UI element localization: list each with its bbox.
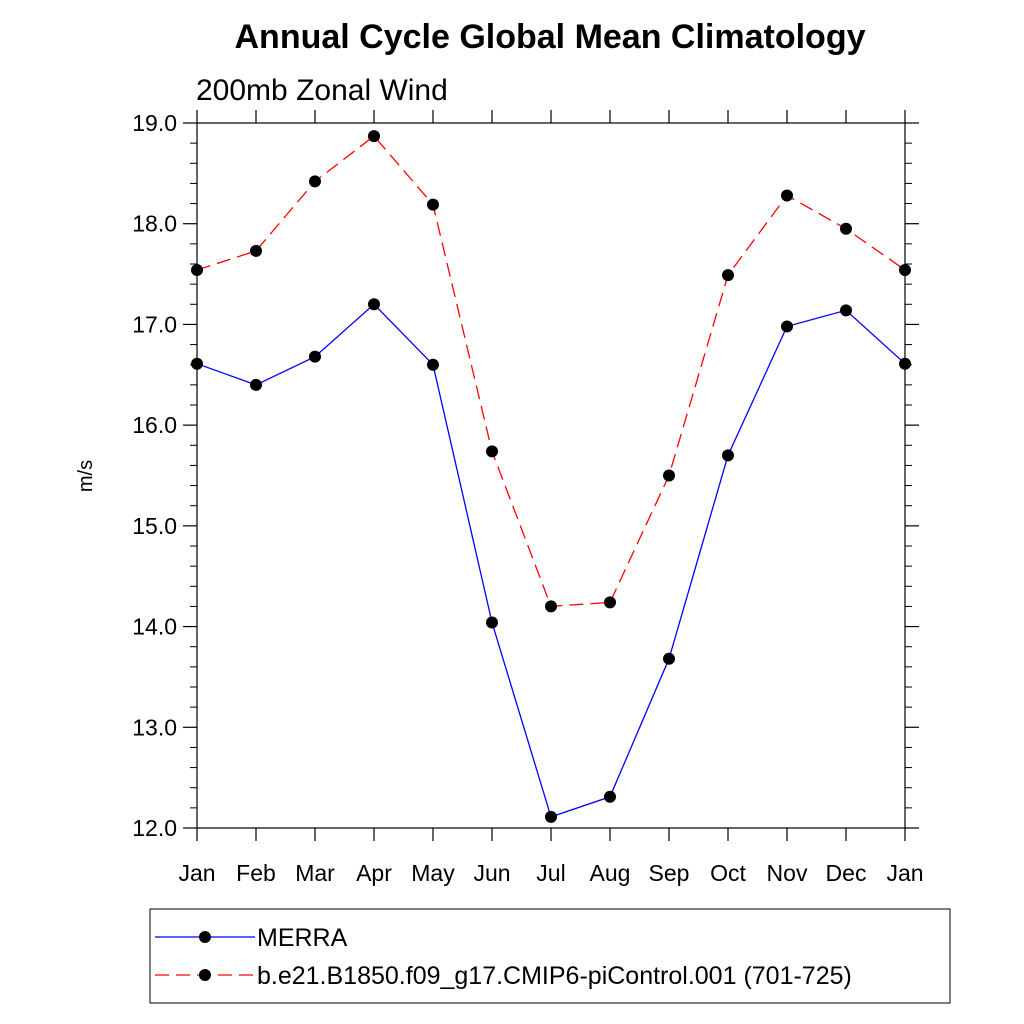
y-tick-label: 14.0: [132, 614, 177, 640]
x-tick-label: Jul: [536, 860, 565, 886]
y-tick-label: 13.0: [132, 714, 177, 740]
data-point: [486, 616, 498, 629]
data-point: [486, 445, 498, 458]
data-point: [368, 130, 380, 143]
y-tick-labels: 12.0 13.0 14.0 15.0 16.0 17.0 18.0 19.0: [132, 110, 177, 841]
chart-title: Annual Cycle Global Mean Climatology: [235, 18, 866, 56]
x-tick-label: Dec: [826, 860, 867, 886]
legend-entry: MERRA: [155, 924, 348, 952]
series-1: [191, 130, 911, 613]
y-tick-label: 12.0: [132, 815, 177, 841]
data-point: [368, 298, 380, 311]
legend-label: b.e21.B1850.f09_g17.CMIP6-piControl.001 …: [257, 962, 852, 990]
data-point: [427, 198, 439, 211]
data-point: [309, 350, 321, 363]
y-tick-label: 19.0: [132, 110, 177, 136]
x-tick-label: Aug: [590, 860, 631, 886]
data-point: [604, 596, 616, 609]
data-point: [545, 600, 557, 613]
data-point: [722, 269, 734, 282]
legend-marker: [199, 969, 211, 981]
legend-marker: [199, 931, 211, 943]
data-point: [663, 652, 675, 665]
data-point: [840, 222, 852, 235]
x-tick-label: Jan: [178, 860, 215, 886]
legend-label: MERRA: [257, 924, 348, 952]
series-line: [196, 303, 906, 818]
x-tick-label: Feb: [236, 860, 276, 886]
data-point: [309, 175, 321, 188]
y-tick-label: 18.0: [132, 211, 177, 237]
data-point: [840, 304, 852, 317]
x-tick-label: Nov: [767, 860, 808, 886]
y-tick-label: 16.0: [132, 412, 177, 438]
series-layer: [191, 130, 911, 823]
x-tick-label: Jan: [886, 860, 923, 886]
chart-subtitle: 200mb Zonal Wind: [196, 74, 448, 107]
y-axis-label: m/s: [75, 460, 97, 492]
legend-box: [149, 908, 951, 1004]
legend-entry: b.e21.B1850.f09_g17.CMIP6-piControl.001 …: [155, 962, 852, 990]
data-point: [604, 790, 616, 803]
data-point: [427, 358, 439, 371]
data-point: [250, 378, 262, 391]
x-tick-label: Sep: [649, 860, 690, 886]
plot-frame: [196, 122, 906, 829]
data-point: [722, 449, 734, 462]
data-point: [663, 469, 675, 482]
x-tick-label: Mar: [295, 860, 335, 886]
minor-ticks: [190, 142, 912, 809]
x-tick-label: Jun: [473, 860, 510, 886]
series-0: [191, 298, 911, 823]
y-tick-label: 17.0: [132, 311, 177, 337]
data-point: [781, 320, 793, 333]
legend-entries: MERRA b.e21.B1850.f09_g17.CMIP6-piControl…: [155, 924, 852, 990]
data-point: [250, 244, 262, 257]
y-tick-label: 15.0: [132, 513, 177, 539]
x-tick-label: May: [411, 860, 455, 886]
data-point: [545, 810, 557, 823]
major-ticks: [183, 110, 919, 841]
series-line: [196, 135, 906, 608]
x-tick-label: Apr: [356, 860, 392, 886]
data-point: [781, 189, 793, 202]
x-tick-label: Oct: [710, 860, 746, 886]
x-tick-labels: Jan Feb Mar Apr May Jun Jul Aug Sep Oct Nov Dec Jan: [178, 860, 923, 886]
legend: MERRA b.e21.B1850.f09_g17.CMIP6-piControl…: [149, 908, 951, 1004]
